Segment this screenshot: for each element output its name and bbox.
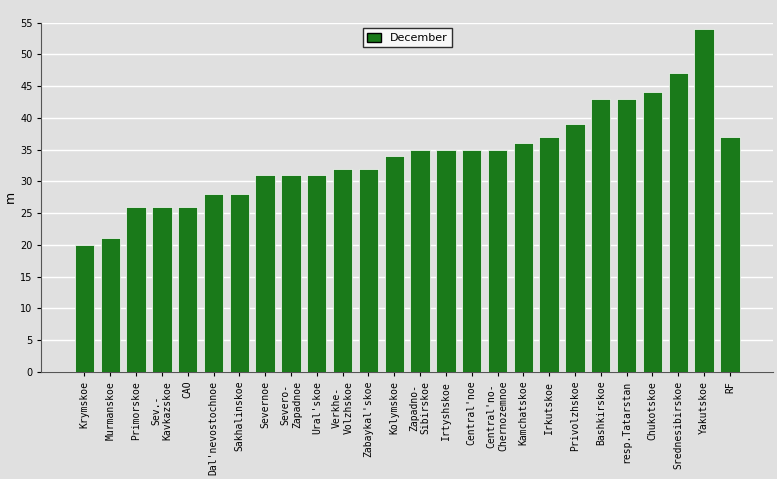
Bar	[256, 175, 275, 372]
Bar	[307, 175, 326, 372]
Bar	[100, 239, 120, 372]
Bar	[720, 137, 740, 372]
Bar	[462, 149, 482, 372]
Bar	[436, 149, 455, 372]
Bar	[178, 207, 197, 372]
Bar	[333, 169, 352, 372]
Bar	[75, 245, 94, 372]
Legend: December: December	[363, 28, 451, 47]
Bar	[539, 137, 559, 372]
Bar	[281, 175, 301, 372]
Bar	[591, 99, 611, 372]
Bar	[127, 207, 146, 372]
Bar	[668, 73, 688, 372]
Bar	[359, 169, 378, 372]
Bar	[204, 194, 223, 372]
Bar	[643, 92, 662, 372]
Bar	[410, 149, 430, 372]
Y-axis label: m: m	[4, 191, 17, 203]
Bar	[385, 156, 404, 372]
Bar	[617, 99, 636, 372]
Bar	[152, 207, 172, 372]
Bar	[695, 29, 714, 372]
Bar	[566, 124, 584, 372]
Bar	[488, 149, 507, 372]
Bar	[514, 143, 533, 372]
Bar	[230, 194, 249, 372]
